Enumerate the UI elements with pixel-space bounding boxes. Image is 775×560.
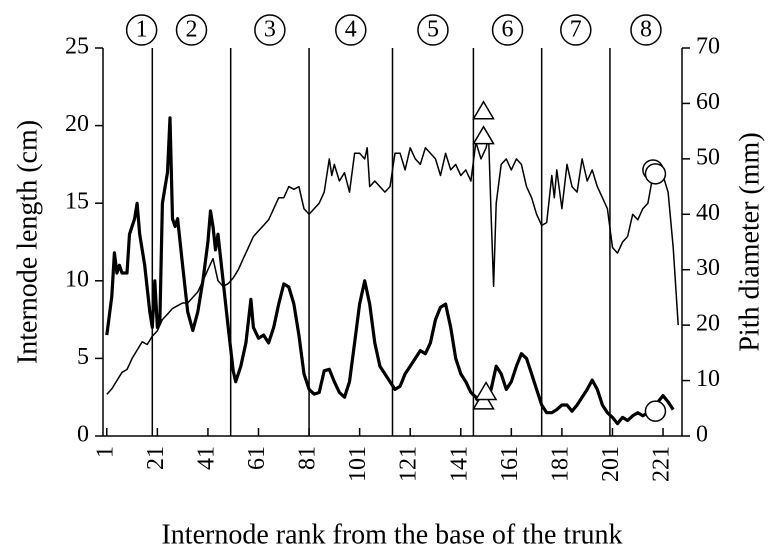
triangle-marker: [472, 390, 495, 410]
y-axis-title: Internode length (cm): [12, 120, 43, 364]
zone-label: 7: [570, 17, 582, 43]
x-tick-label: 101: [345, 446, 371, 482]
y2-tick-label: 30: [696, 255, 720, 281]
zone-label: 3: [264, 17, 276, 43]
y-tick-label: 25: [65, 34, 89, 60]
circle-marker: [644, 163, 667, 185]
zone-circle: [417, 14, 449, 46]
x-tick-label: 221: [649, 446, 675, 482]
zone-label: 5: [427, 17, 439, 43]
zone-circle: [175, 14, 208, 46]
zone-circle: [335, 14, 367, 46]
circle-marker: [644, 400, 667, 422]
zone-label: 8: [640, 17, 652, 43]
zone-label: 2: [185, 17, 197, 43]
x-tick-label: 201: [598, 446, 624, 482]
x-tick-label: 181: [547, 446, 573, 482]
y-tick-label: 5: [77, 344, 89, 370]
y2-tick-label: 20: [696, 311, 720, 337]
y-tick-label: 10: [65, 266, 89, 292]
y-tick-label: 0: [77, 422, 89, 448]
x-tick-label: 1: [92, 446, 118, 458]
series-line: [106, 135, 679, 395]
zone-circle: [560, 14, 592, 46]
x-axis-title: Internode rank from the base of the trun…: [161, 519, 622, 550]
y2-tick-label: 50: [696, 144, 720, 170]
x-tick-label: 161: [497, 446, 523, 482]
triangle-marker: [472, 100, 495, 120]
zone-label: 6: [502, 17, 514, 43]
zone-label: 4: [345, 17, 357, 43]
x-tick-label: 61: [244, 446, 270, 470]
x-tick-label: 21: [143, 446, 169, 470]
y2-tick-label: 40: [696, 200, 720, 226]
zone-circle: [254, 14, 286, 46]
x-tick-label: 141: [446, 446, 472, 482]
y-tick-label: 15: [65, 189, 89, 215]
zone-circle: [491, 14, 524, 46]
y-tick-label: 20: [65, 111, 89, 137]
y2-tick-label: 10: [696, 366, 720, 392]
y2-axis-title: Pith diameter (mm): [734, 132, 765, 351]
x-tick-label: 121: [396, 446, 422, 482]
zone-circle: [630, 14, 662, 46]
triangle-marker: [472, 125, 495, 145]
y2-tick-label: 60: [696, 89, 720, 115]
zone-label: 1: [136, 17, 148, 43]
y2-tick-label: 70: [696, 34, 720, 60]
zone-circle: [125, 14, 158, 46]
y2-tick-label: 0: [696, 422, 708, 448]
triangle-marker: [474, 381, 498, 401]
series-line: [105, 116, 675, 426]
x-tick-label: 81: [295, 446, 321, 470]
x-tick-label: 41: [193, 446, 219, 470]
